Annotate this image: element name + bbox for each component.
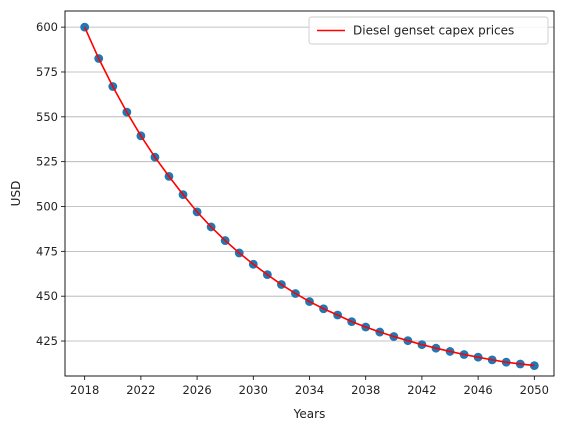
x-tick-label-2046: 2046	[463, 383, 492, 397]
x-tick-label-2026: 2026	[182, 383, 211, 397]
x-axis-label: Years	[293, 407, 326, 421]
plot-area-frame	[64, 10, 555, 377]
y-axis-label: USD	[9, 181, 23, 207]
y-tick-label-425: 425	[36, 334, 58, 348]
x-tick-label-2042: 2042	[407, 383, 436, 397]
series-marker-layer	[80, 22, 539, 370]
legend-entry-label: Diesel genset capex prices	[353, 24, 514, 38]
x-axis-ticks: 2018 2022 2026 2030 2034 2038 2042 2046 2050	[70, 376, 549, 397]
x-tick-label-2038: 2038	[351, 383, 380, 397]
y-tick-label-600: 600	[36, 20, 58, 34]
series-line-layer	[83, 26, 535, 367]
y-tick-label-525: 525	[36, 155, 58, 169]
x-tick-label-2050: 2050	[520, 383, 549, 397]
legend: Diesel genset capex prices	[308, 16, 549, 45]
x-tick-label-2030: 2030	[239, 383, 268, 397]
y-tick-label-550: 550	[36, 110, 58, 124]
y-tick-label-500: 500	[36, 200, 58, 214]
y-axis-ticks: 425 450 475 500 525 550 575 600	[36, 20, 65, 348]
x-tick-label-2022: 2022	[126, 383, 155, 397]
y-tick-label-450: 450	[36, 289, 58, 303]
series-line-diesel-genset-capex-prices	[83, 26, 535, 367]
y-tick-label-575: 575	[36, 65, 58, 79]
legend-box	[308, 16, 549, 45]
y-tick-label-475: 475	[36, 244, 58, 258]
x-tick-label-2034: 2034	[295, 383, 324, 397]
grid-lines	[65, 26, 554, 342]
x-tick-label-2018: 2018	[70, 383, 99, 397]
